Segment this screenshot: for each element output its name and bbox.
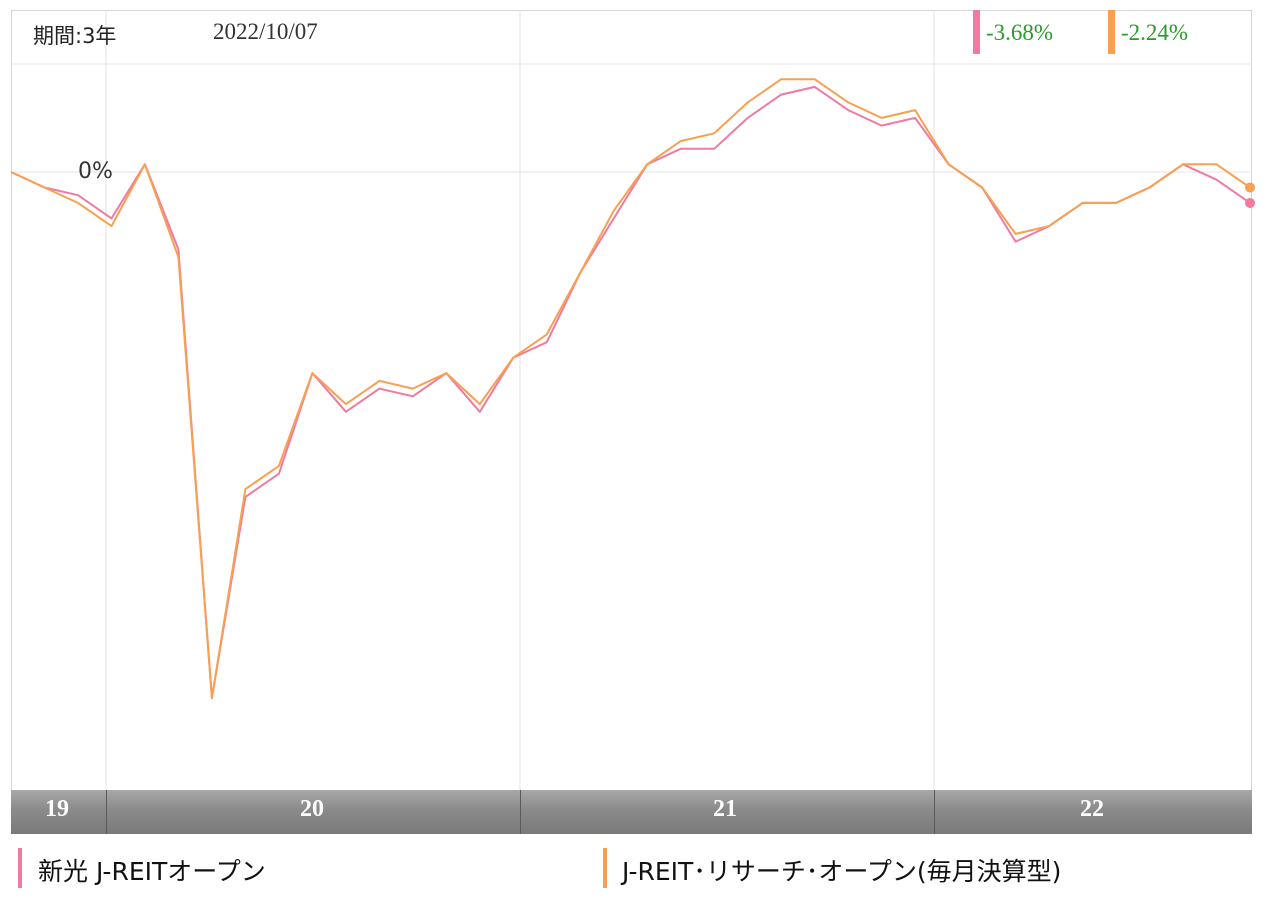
zero-percent-label: 0% xyxy=(78,159,113,184)
legend-marker-series-1 xyxy=(18,848,22,888)
series-line-1 xyxy=(10,85,1251,699)
return-marker-series-2 xyxy=(1108,10,1115,54)
year-label-19: 19 xyxy=(45,796,69,822)
return-value-series-2: -2.24% xyxy=(1121,20,1189,45)
period-label: 期間:3年 xyxy=(33,24,117,48)
year-axis-bar xyxy=(11,790,1252,834)
year-separator xyxy=(934,790,935,834)
year-label-21: 21 xyxy=(713,796,737,822)
date-label: 2022/10/07 xyxy=(213,19,318,44)
year-separator xyxy=(520,790,521,834)
year-label-20: 20 xyxy=(300,796,324,822)
legend-label-series-1: 新光 J-REITオープン xyxy=(38,857,266,886)
return-value-series-1: -3.68% xyxy=(986,20,1054,45)
return-marker-series-1 xyxy=(973,10,980,54)
series-end-point-2 xyxy=(1245,182,1255,193)
series-end-point-1 xyxy=(1245,197,1255,208)
legend-label-series-2: J-REIT･リサーチ･オープン(毎月決算型) xyxy=(622,857,1062,886)
legend-marker-series-2 xyxy=(603,848,607,888)
series-line-2 xyxy=(10,78,1251,699)
chart-frame xyxy=(11,10,1252,834)
year-label-22: 22 xyxy=(1080,796,1104,822)
year-separator xyxy=(106,790,107,834)
